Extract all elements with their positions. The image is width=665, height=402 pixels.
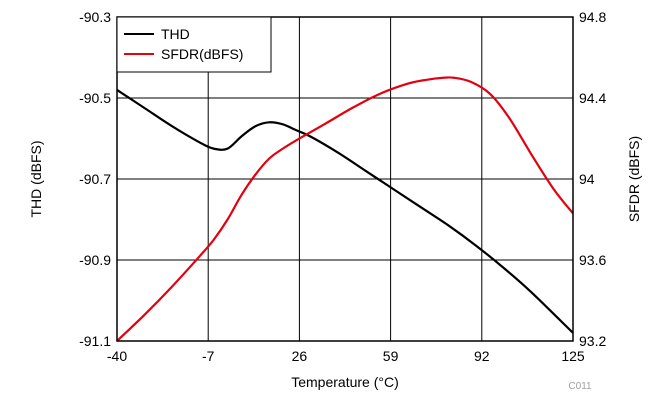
x-tick-label: 59 [383,348,399,364]
tick-labels: -40 -7 26 59 92 125 -90.3 -90.5 -90.7 -90.9 -91.1 9… [79,9,606,364]
x-tick-label: 92 [474,348,490,364]
y-tick-label-left: -90.3 [79,9,111,25]
y-axis-label-right: SFDR (dBFS) [626,136,642,222]
legend-label-sfdr: SFDR(dBFS) [161,46,243,62]
y-tick-label-left: -90.7 [79,171,111,187]
series-layer [116,76,574,342]
y-tick-label-left: -90.9 [79,252,111,268]
x-tick-label: -7 [202,348,215,364]
y-tick-label-right: 94 [579,171,595,187]
legend-label-thd: THD [161,26,190,42]
legend: THD SFDR(dBFS) [116,16,272,73]
y-axis-label-left: THD (dBFS) [28,141,44,218]
y-tick-label-right: 93.2 [579,333,606,349]
y-tick-label-right: 94.4 [579,90,606,106]
series-line-thd [116,88,574,334]
legend-box [116,16,272,73]
x-tick-label: -40 [107,348,127,364]
x-tick-label: 125 [561,348,585,364]
x-axis-label: Temperature (°C) [291,374,399,390]
y-tick-label-right: 93.6 [579,252,606,268]
y-tick-label-left: -91.1 [79,333,111,349]
y-tick-label-right: 94.8 [579,9,606,25]
x-tick-label: 26 [292,348,308,364]
y-tick-label-left: -90.5 [79,90,111,106]
series-line-sfdr [116,76,574,342]
figure-code: C011 [568,381,592,392]
plot-frame [116,16,574,342]
